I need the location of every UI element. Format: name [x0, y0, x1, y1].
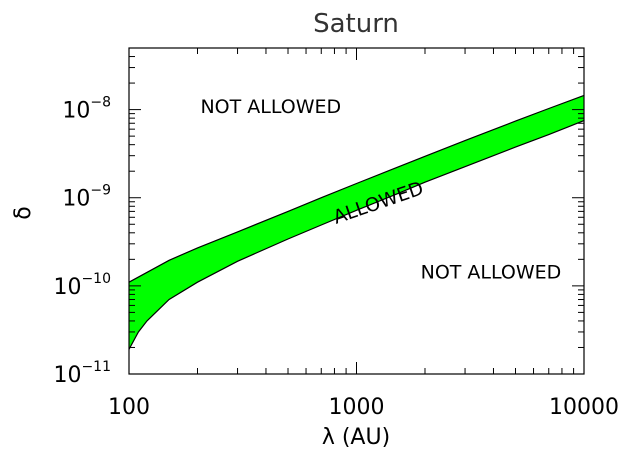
- annotation-label: NOT ALLOWED: [200, 96, 341, 118]
- y-axis-label: δ: [11, 206, 36, 219]
- y-tick-label: 10−11: [53, 359, 111, 388]
- lower-bound-line: [128, 120, 585, 350]
- allowed-band-layer: [128, 94, 585, 350]
- allowed-band-area: [129, 95, 584, 350]
- upper-bound-line: [128, 94, 585, 283]
- chart-title: Saturn: [313, 9, 399, 39]
- annotation-label: NOT ALLOWED: [421, 261, 562, 283]
- tick-layer: 100 1000 10000 10−11 10−10 10−9 10−8: [53, 48, 619, 420]
- y-tick-label: 10−8: [62, 95, 111, 124]
- x-tick-label: 1000: [329, 395, 385, 420]
- x-tick-label: 100: [108, 395, 150, 420]
- y-tick-label: 10−10: [53, 271, 111, 300]
- y-tick-label: 10−9: [62, 183, 111, 212]
- x-tick-label: 10000: [549, 395, 619, 420]
- x-axis-label: λ (AU): [322, 425, 390, 450]
